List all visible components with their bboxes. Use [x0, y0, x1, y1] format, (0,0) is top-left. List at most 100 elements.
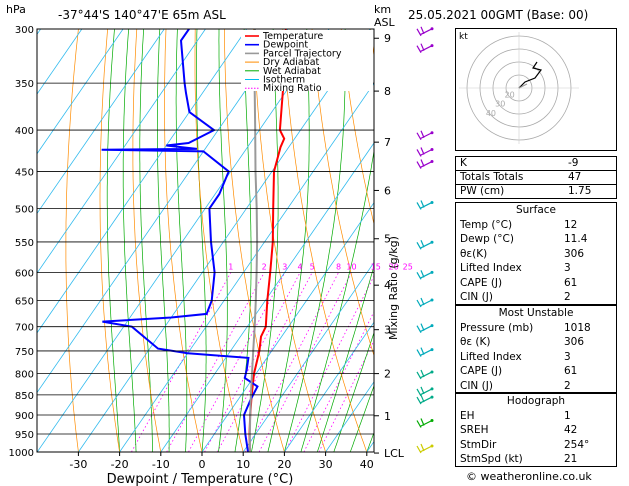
hpa-label: hPa	[6, 3, 26, 16]
wind-barb-icon	[416, 130, 434, 141]
dry-adiabat-line	[99, 29, 120, 452]
wind-barb-icon	[416, 43, 434, 53]
mixing-ratio-line	[284, 275, 374, 452]
isotherm-line	[119, 82, 374, 452]
x-tick-label: 10	[236, 458, 250, 471]
surface-row: CAPE (J) 61	[456, 276, 616, 291]
pressure-tick-label: 800	[15, 370, 34, 381]
storm-motion-vector	[518, 83, 528, 89]
wind-barb-icon	[416, 369, 434, 380]
hodograph-unit-label: kt	[459, 32, 468, 42]
dry-adiabat-line	[65, 29, 79, 452]
legend-entry: Mixing Ratio	[263, 83, 322, 94]
isotherm-line	[78, 29, 371, 452]
mixing-ratio-label: 8	[336, 263, 341, 272]
row-label: CAPE (J)	[460, 365, 503, 377]
km-tick-label: 4	[384, 279, 391, 292]
row-value: 306	[564, 336, 585, 348]
x-tick-label: -20	[111, 458, 129, 471]
row-value: 11.4	[564, 233, 588, 245]
x-tick-label: 30	[319, 458, 333, 471]
isotherm-line	[37, 29, 247, 334]
km-tick-label: 1	[384, 410, 391, 423]
mixing-ratio-line	[318, 339, 374, 452]
hodograph-info-title: Hodograph	[506, 395, 566, 407]
pressure-tick-label: 850	[15, 391, 34, 402]
datetime-label: 25.05.2021 00GMT (Base: 00)	[408, 8, 589, 22]
row-value: 21	[564, 453, 578, 465]
mixing-ratio-line	[303, 310, 374, 452]
hodograph_box-row: StmDir 254°	[456, 438, 616, 453]
mixing-ratio-line	[204, 272, 301, 452]
index-label: K	[455, 156, 564, 171]
pressure-tick-label: 700	[15, 323, 34, 334]
row-value: 12	[564, 218, 578, 231]
dry-adiabat-line	[282, 29, 368, 452]
hodograph_box-row: EH 1	[456, 409, 616, 424]
dry-adiabat-line	[253, 29, 326, 452]
row-label: CIN (J)	[460, 291, 493, 303]
km-tick-label: 2	[384, 368, 391, 381]
dry-adiabat-line	[194, 29, 244, 452]
footer-credit: © weatheronline.co.uk	[466, 470, 592, 483]
wet-adiabat-line	[333, 331, 374, 452]
isotherm-line	[37, 29, 330, 452]
location-label: -37°44'S 140°47'E 65m ASL	[58, 8, 226, 22]
km-tick-label: LCL	[384, 447, 405, 460]
row-label: SREH	[460, 424, 489, 436]
isotherm-line	[37, 29, 206, 274]
wet-adiabat-line	[349, 384, 374, 452]
dry-adiabat-line	[340, 29, 374, 226]
wind-barb-icon	[416, 270, 434, 280]
index-label: PW (cm)	[455, 184, 564, 199]
indices-table: K -9 Totals Totals 47 PW (cm) 1.75	[455, 156, 617, 199]
pressure-tick-label: 350	[15, 79, 34, 90]
mixing-ratio-label: 15	[371, 263, 381, 272]
index-row: PW (cm) 1.75	[455, 184, 617, 199]
x-tick-label: -10	[152, 458, 170, 471]
row-value: 3	[564, 350, 571, 363]
pressure-tick-label: 600	[15, 269, 34, 280]
row-value: 2	[564, 379, 571, 392]
hodograph_box-row: SREH 42	[456, 423, 616, 438]
x-tick-label: -30	[69, 458, 87, 471]
row-value: 42	[564, 424, 578, 436]
pressure-tick-label: 1000	[9, 448, 34, 459]
surface-row: Dewp (°C) 11.4	[456, 232, 616, 247]
row-label: Lifted Index	[460, 262, 522, 274]
wind-barb-icon	[416, 240, 434, 250]
legend-entry: Parcel Trajectory	[263, 48, 342, 59]
row-value: 1	[564, 409, 571, 422]
wind-barb-icon	[416, 443, 434, 454]
wind-barb-icon	[416, 347, 434, 357]
isotherm-line	[37, 29, 124, 155]
dry-adiabat-line	[311, 29, 374, 357]
pressure-tick-label: 500	[15, 204, 34, 215]
wind-barb-icon	[416, 26, 434, 37]
dry-adiabat-line	[224, 29, 285, 452]
most_unstable-row: Lifted Index 3	[456, 350, 616, 365]
index-value: 47	[564, 170, 617, 185]
isotherm-line	[37, 29, 83, 95]
most_unstable-row: θε (K) 306	[456, 335, 616, 350]
surface-row: θε(K) 306	[456, 247, 616, 262]
row-value: 2	[564, 291, 571, 303]
mixing-ratio-label: 25	[403, 263, 413, 272]
dry-adiabat-line	[132, 29, 162, 452]
pressure-tick-label: 950	[15, 430, 34, 441]
x-axis-label: Dewpoint / Temperature (°C)	[107, 472, 294, 486]
x-tick-label: 20	[277, 458, 291, 471]
wind-barb-icon	[416, 323, 434, 333]
plot-frame	[36, 28, 375, 453]
km-tick-label: 6	[384, 184, 391, 197]
hodograph-ring-label: 20	[505, 90, 515, 99]
isotherm-line	[160, 142, 374, 452]
isotherm-line	[37, 29, 289, 394]
isotherm-line	[242, 261, 374, 452]
surface-title: Surface	[515, 204, 556, 216]
index-label: Totals Totals	[455, 170, 564, 185]
km-tick-label: 7	[384, 136, 391, 149]
mixing-ratio-label: 5	[310, 263, 315, 272]
wind-barb-icon	[416, 394, 434, 405]
